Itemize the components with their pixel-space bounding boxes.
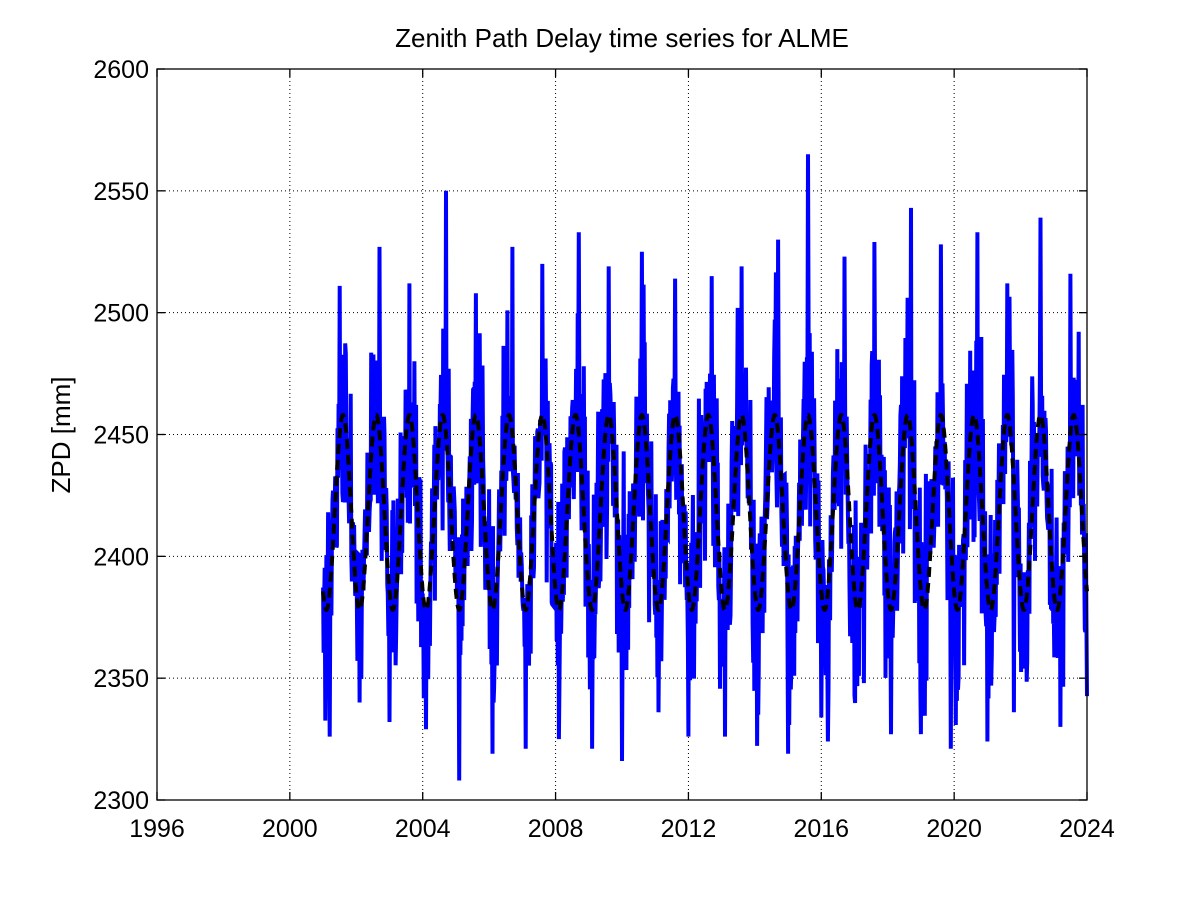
y-tick-labels: 2300 2350 2400 2450 2500 2550 2600: [93, 56, 149, 815]
x-tick-label: 2016: [793, 815, 849, 843]
y-tick-label: 2400: [93, 543, 149, 571]
y-tick-label: 2550: [93, 178, 149, 206]
axis-ticks: [156, 68, 1088, 801]
y-tick-label: 2350: [93, 665, 149, 693]
x-tick-label: 1996: [129, 815, 185, 843]
y-axis-label: ZPD [mm]: [46, 377, 76, 494]
seasonal-model-dashed-line: [321, 412, 1089, 613]
x-tick-label: 2012: [661, 815, 717, 843]
x-tick-label: 2008: [528, 815, 584, 843]
chart-title: Zenith Path Delay time series for ALME: [395, 23, 849, 53]
y-tick-label: 2500: [93, 300, 149, 328]
y-tick-label: 2600: [93, 56, 149, 84]
x-tick-label: 2000: [262, 815, 318, 843]
y-tick-label: 2450: [93, 422, 149, 450]
x-tick-label: 2004: [395, 815, 451, 843]
x-tick-label: 2024: [1059, 815, 1115, 843]
x-tick-label: 2020: [926, 815, 982, 843]
observed-zpd-series-line: [321, 154, 1089, 781]
plot-area: [321, 154, 1089, 781]
x-tick-labels: 1996 2000 2004 2008 2012 2016 2020 2024: [129, 815, 1115, 843]
y-tick-label: 2300: [93, 787, 149, 815]
